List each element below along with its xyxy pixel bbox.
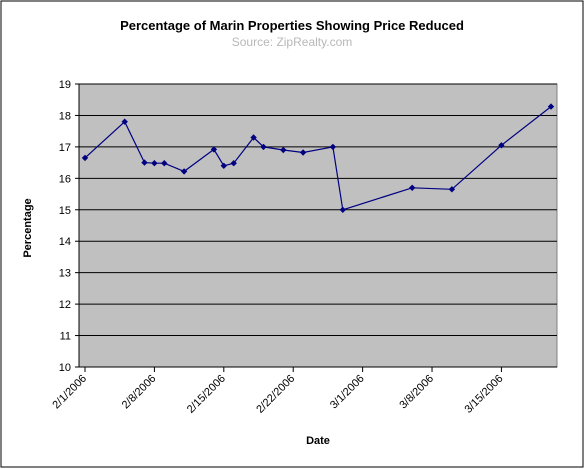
data-point bbox=[329, 143, 337, 151]
y-tick-label: 18 bbox=[59, 110, 71, 122]
data-point bbox=[210, 146, 218, 153]
data-point bbox=[220, 162, 227, 169]
y-tick-label: 16 bbox=[59, 173, 71, 185]
y-tick-label: 13 bbox=[59, 268, 71, 280]
data-point bbox=[121, 118, 128, 125]
data-point bbox=[339, 206, 346, 213]
data-point bbox=[280, 146, 287, 154]
y-tick-label: 10 bbox=[59, 362, 71, 374]
y-tick-label: 14 bbox=[59, 236, 71, 248]
y-tick-label: 15 bbox=[59, 205, 71, 217]
chart-title: Percentage of Marin Properties Showing P… bbox=[120, 18, 464, 33]
data-point bbox=[299, 149, 307, 156]
data-point bbox=[260, 143, 267, 151]
y-tick-label: 17 bbox=[59, 142, 71, 154]
data-point bbox=[547, 103, 555, 110]
y-tick-label: 19 bbox=[59, 79, 71, 91]
data-point bbox=[448, 186, 456, 193]
y-axis-title: Percentage bbox=[22, 198, 34, 257]
data-point bbox=[151, 160, 158, 167]
data-point bbox=[230, 160, 237, 167]
x-axis-title: Date bbox=[306, 435, 330, 447]
data-point bbox=[498, 142, 505, 149]
data-point bbox=[180, 168, 188, 175]
chart-subtitle: Source: ZipRealty.com bbox=[232, 35, 353, 49]
data-point bbox=[250, 134, 257, 141]
data-point bbox=[161, 160, 168, 167]
y-tick-label: 11 bbox=[60, 331, 71, 343]
y-tick-label: 12 bbox=[59, 299, 71, 311]
plot-background bbox=[78, 83, 558, 368]
data-point bbox=[141, 159, 148, 166]
data-point bbox=[409, 184, 416, 191]
data-point bbox=[81, 154, 89, 162]
